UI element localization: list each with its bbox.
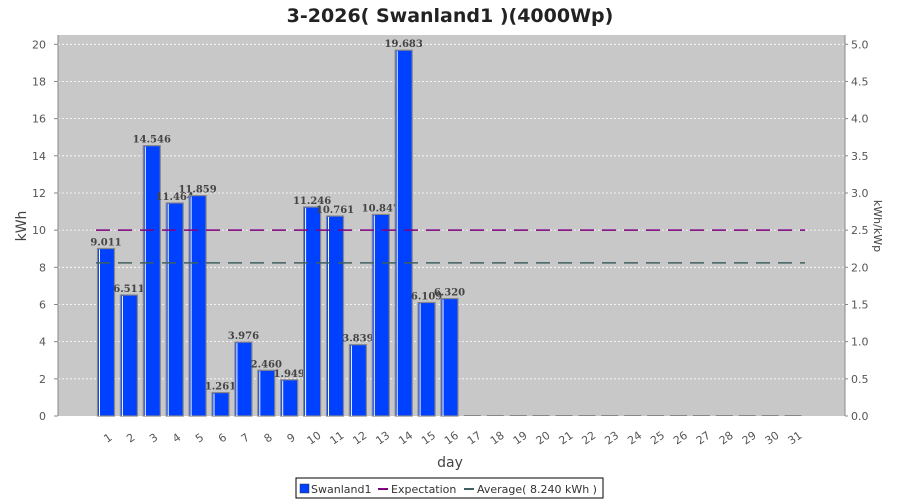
x-tick-label: 11 <box>328 429 347 448</box>
x-tick-label: 28 <box>717 429 736 448</box>
x-tick-label: 24 <box>625 429 644 448</box>
bar-day-3 <box>142 145 161 417</box>
y-tick-label: 0 <box>39 410 46 423</box>
x-tick-label: 13 <box>373 429 392 448</box>
legend-swanland1: Swanland1 <box>311 483 371 496</box>
x-tick-label: 7 <box>239 431 252 446</box>
y2-axis-label: kWh/kWp <box>871 200 884 252</box>
bar-day-6 <box>211 391 230 417</box>
data-label: 9.011 <box>90 238 121 249</box>
bar-day-2 <box>119 294 139 417</box>
y-tick-label: 10 <box>32 224 46 237</box>
x-tick-label: 19 <box>511 429 530 448</box>
legend: Swanland1 Expectation Average( 8.240 kWh… <box>295 477 604 499</box>
x-tick-label: 3 <box>147 431 160 446</box>
x-tick-label: 17 <box>465 429 484 448</box>
x-tick-label: 31 <box>786 429 805 448</box>
bar-day-14 <box>394 49 413 417</box>
y2-tick-label: 5.0 <box>851 38 869 51</box>
x-tick-label: 18 <box>488 429 507 448</box>
x-tick-label: 9 <box>285 431 298 446</box>
data-label: 11.859 <box>178 185 216 196</box>
y-tick-label: 14 <box>32 150 46 163</box>
y2-tick-label: 0.0 <box>851 410 869 423</box>
y-tick-label: 20 <box>32 38 46 51</box>
x-tick-label: 16 <box>442 429 461 448</box>
y2-tick-label: 4.0 <box>851 113 869 126</box>
x-tick-label: 29 <box>740 429 759 448</box>
y-axis-label: kWh <box>14 211 30 242</box>
y-tick-label: 16 <box>32 113 46 126</box>
data-label: 10.761 <box>316 205 354 216</box>
y2-tick-label: 3.5 <box>851 150 869 163</box>
x-tick-label: 27 <box>694 429 713 448</box>
x-tick-label: 23 <box>602 429 621 448</box>
x-tick-label: 12 <box>350 429 369 448</box>
x-tick-label: 22 <box>579 429 598 448</box>
data-label: 11.464 <box>156 192 194 203</box>
x-tick-label: 2 <box>124 431 137 446</box>
x-tick-label: 21 <box>557 429 576 448</box>
bar-day-15 <box>417 301 436 417</box>
bar-day-13 <box>371 213 390 417</box>
bar-day-8 <box>257 369 276 417</box>
y-tick-label: 18 <box>32 75 46 88</box>
data-label: 3.839 <box>342 334 373 345</box>
x-tick-label: 8 <box>262 431 275 446</box>
bar-day-1 <box>96 247 116 417</box>
data-label: 2.460 <box>251 359 282 370</box>
bar-day-11 <box>325 215 345 417</box>
y2-tick-label: 3.0 <box>851 187 869 200</box>
data-label: 1.261 <box>205 382 236 393</box>
legend-swatch-swanland1 <box>299 483 310 494</box>
data-label: 6.320 <box>434 288 465 299</box>
data-label: 3.976 <box>228 331 259 342</box>
bar-day-5 <box>188 194 207 417</box>
y-tick-label: 12 <box>32 187 46 200</box>
x-tick-label: 10 <box>305 429 324 448</box>
bar-day-16 <box>440 297 459 417</box>
x-tick-label: 26 <box>671 429 690 448</box>
data-label: 6.109 <box>411 291 442 302</box>
legend-expectation: Expectation <box>391 483 456 496</box>
x-tick-label: 6 <box>216 431 229 446</box>
x-tick-label: 4 <box>170 431 183 446</box>
data-label: 6.511 <box>113 284 144 295</box>
y-tick-label: 4 <box>39 336 46 349</box>
x-axis-label: day <box>437 455 463 471</box>
y2-tick-label: 4.5 <box>851 75 869 88</box>
y2-tick-label: 0.5 <box>851 373 869 386</box>
bar-day-10 <box>303 206 322 417</box>
bar-day-9 <box>280 379 299 417</box>
data-label: 11.246 <box>293 196 331 207</box>
x-tick-label: 30 <box>763 429 782 448</box>
data-label: 10.847 <box>362 203 400 214</box>
y-tick-label: 8 <box>39 261 46 274</box>
chart-title: 3-2026( Swanland1 )(4000Wp) <box>287 5 614 27</box>
x-tick-label: 20 <box>534 429 553 448</box>
x-tick-label: 1 <box>101 431 114 446</box>
bar-day-4 <box>165 202 184 417</box>
y2-tick-label: 1.5 <box>851 298 869 311</box>
bar-day-12 <box>348 344 367 417</box>
y2-tick-label: 1.0 <box>851 336 869 349</box>
data-label: 19.683 <box>385 39 423 50</box>
y2-tick-label: 2.0 <box>851 261 869 274</box>
data-label: 14.546 <box>133 135 171 146</box>
x-tick-label: 14 <box>396 429 415 448</box>
bar-day-7 <box>234 341 253 417</box>
y-tick-label: 6 <box>39 298 46 311</box>
x-tick-label: 25 <box>648 429 667 448</box>
legend-average: Average( 8.240 kWh ) <box>477 483 597 496</box>
x-tick-label: 15 <box>419 429 438 448</box>
y-tick-label: 2 <box>39 373 46 386</box>
x-tick-label: 5 <box>193 431 206 446</box>
y2-tick-label: 2.5 <box>851 224 869 237</box>
data-label: 1.949 <box>274 369 305 380</box>
